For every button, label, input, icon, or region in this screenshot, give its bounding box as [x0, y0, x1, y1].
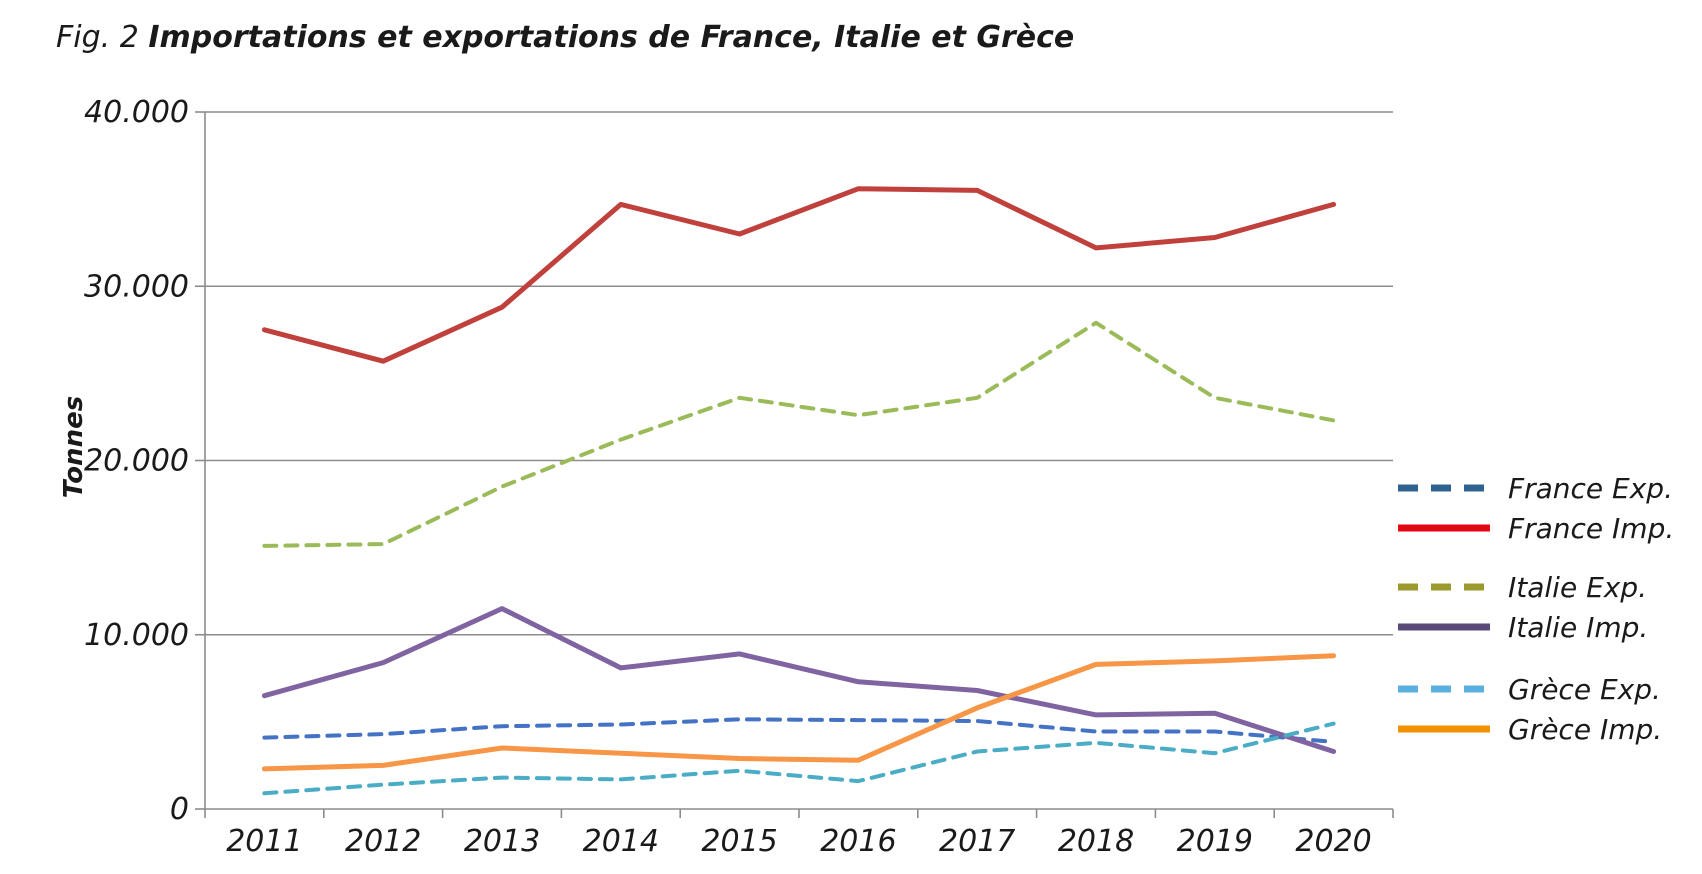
x-tick-label: 2015 [701, 824, 777, 859]
x-tick-label: 2013 [464, 824, 540, 859]
legend-label: Grèce Imp. [1508, 713, 1662, 746]
legend-label: Grèce Exp. [1508, 673, 1661, 706]
y-axis-label: Tonnes [59, 396, 89, 498]
x-tick-label: 2020 [1295, 824, 1371, 859]
x-tick-labels: 2011 2012 2013 2014 2015 2016 2017 2018 2019 2020 [226, 824, 1372, 859]
x-tick-label: 2018 [1058, 824, 1134, 859]
y-tick-label: 20.000 [84, 444, 189, 479]
chart-title: Fig. 2 Importations et exportations de F… [56, 20, 1074, 55]
series-line-gr-ce-exp [262, 721, 1336, 796]
series-lines [261, 186, 1337, 796]
figure-number: Fig. 2 [56, 20, 139, 55]
y-tick-label: 30.000 [84, 269, 189, 304]
x-tick-label: 2014 [583, 824, 659, 859]
legend-label: France Imp. [1508, 512, 1674, 545]
y-tick-label: 40.000 [84, 95, 189, 130]
series-line-france-imp [261, 186, 1337, 364]
y-tick-label: 10.000 [84, 618, 189, 653]
series-line-gr-ce-imp [261, 653, 1337, 772]
axes [195, 111, 1394, 818]
y-tick-labels: 0 10.000 20.000 30.000 40.000 [84, 95, 189, 827]
y-tick-label: 0 [170, 792, 189, 827]
legend-label: France Exp. [1508, 472, 1673, 505]
x-tick-label: 2017 [939, 824, 1015, 859]
legend: France Exp. France Imp. Italie Exp. Italie … [1398, 472, 1674, 746]
x-tick-label: 2012 [345, 824, 421, 859]
legend-label: Italie Imp. [1508, 611, 1648, 644]
legend-label: Italie Exp. [1508, 571, 1647, 604]
series-line-france-exp [262, 717, 1336, 744]
x-tick-label: 2016 [820, 824, 896, 859]
x-tick-label: 2011 [226, 824, 302, 859]
gridlines [205, 111, 1393, 636]
x-tick-label: 2019 [1177, 824, 1253, 859]
series-line-italie-exp [262, 320, 1336, 548]
chart-title-text: Importations et exportations de France, … [148, 20, 1075, 55]
series-line-italie-imp [261, 606, 1337, 754]
